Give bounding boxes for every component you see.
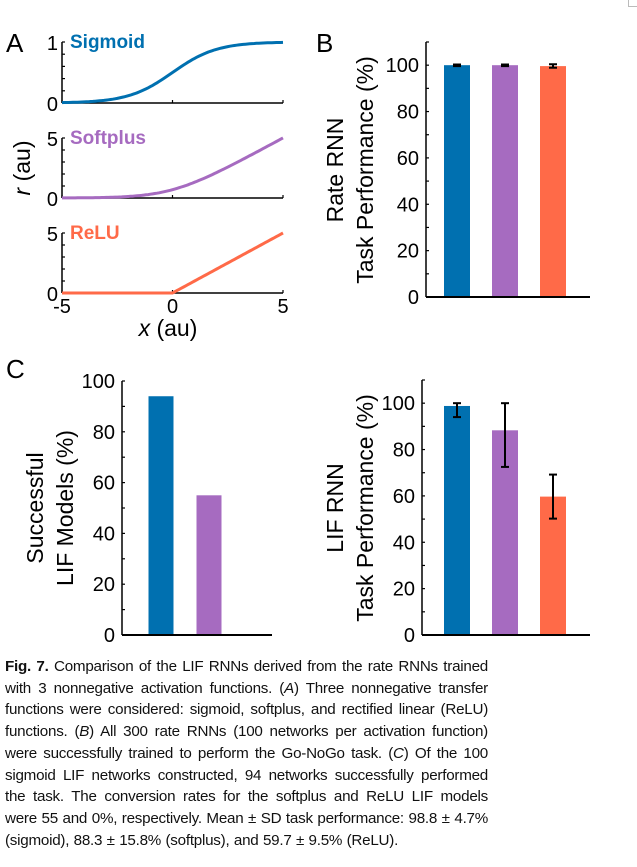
panel-b-rate-rnn-performance: 0 20 40 60 80 100 — [386, 41, 590, 309]
caption-ref-a: A — [284, 679, 294, 697]
series-label-sigmoid: Sigmoid — [70, 32, 145, 53]
caption-text: ) All 300 rate RNNs (100 networks per ac… — [5, 723, 488, 762]
panel-b-ylabel-line1: Rate RNN — [322, 118, 348, 223]
panel-a-ylabel: r (au) — [9, 141, 35, 196]
panel-c-left-ylabel-line1: Successful — [22, 452, 48, 563]
panel-a-xlabel: x (au) — [138, 315, 198, 341]
y-tick-label: 80 — [93, 422, 115, 444]
y-tick-label: 100 — [82, 371, 115, 393]
series-line-softplus — [62, 136, 284, 200]
bar-sigmoid — [444, 405, 470, 635]
y-tick-label: 20 — [93, 574, 115, 596]
y-tick-label: 20 — [397, 241, 419, 263]
series-label-relu: ReLU — [70, 223, 120, 244]
series-line-sigmoid — [61, 40, 284, 105]
caption-ref-b: B — [79, 723, 90, 741]
y-tick-label: 0 — [404, 625, 415, 647]
panel-label-a: A — [6, 28, 24, 58]
panel-c-right-ylabel-line2: Task Performance (%) — [352, 394, 378, 622]
y-tick-label: 100 — [382, 393, 415, 415]
y-tick-label: 1 — [47, 33, 58, 55]
panel-c-right-ylabel-line1: LIF RNN — [322, 463, 348, 552]
panel-label-c: C — [6, 354, 25, 384]
y-tick-label: 5 — [47, 129, 58, 151]
panel-c-left-ylabel-line2: LIF Models (%) — [52, 430, 78, 586]
y-tick-label: 60 — [393, 486, 415, 508]
panel-c-successful-lif-models: 0 20 40 60 80 100 — [82, 371, 272, 647]
bar-softplus — [196, 495, 222, 635]
panel-b-ylabel-line2: Task Performance (%) — [352, 56, 378, 284]
caption-text: ) Three nonnegative transfer functions w… — [5, 679, 488, 741]
y-tick-label: 40 — [93, 523, 115, 545]
y-tick-label: 100 — [386, 55, 419, 77]
y-tick-label: 0 — [47, 284, 58, 306]
y-tick-label: 0 — [47, 189, 58, 211]
bar-relu — [540, 66, 566, 297]
y-tick-label: 0 — [47, 94, 58, 116]
panel-c-lif-rnn-performance: 0 20 40 60 80 100 — [382, 379, 590, 647]
panel-label-b: B — [316, 28, 333, 58]
y-tick-label: 20 — [393, 579, 415, 601]
y-tick-label: 80 — [393, 440, 415, 462]
caption-ref-c: C — [393, 744, 404, 762]
x-tick-label: 5 — [277, 296, 288, 318]
y-tick-label: 60 — [397, 148, 419, 170]
caption-text: Comparison of the LIF RNNs derived from … — [5, 658, 488, 697]
y-tick-label: 0 — [104, 625, 115, 647]
x-tick-label: -5 — [53, 296, 71, 318]
bar-sigmoid — [444, 65, 470, 297]
series-label-softplus: Softplus — [70, 128, 146, 149]
series-line-relu — [62, 231, 284, 295]
y-tick-label: 60 — [93, 473, 115, 495]
x-tick-label: 0 — [167, 296, 178, 318]
y-tick-label: 40 — [393, 532, 415, 554]
caption-text: ) Of the 100 sigmoid LIF networks constr… — [5, 744, 489, 849]
figure-caption: Fig. 7. Comparison of the LIF RNNs deriv… — [5, 656, 488, 851]
y-tick-label: 80 — [397, 102, 419, 124]
bar-relu — [540, 496, 566, 635]
y-tick-label: 40 — [397, 194, 419, 216]
caption-label: Fig. 7. — [5, 658, 49, 675]
bar-sigmoid — [148, 396, 174, 635]
page-corner-mark — [628, 0, 637, 7]
bar-softplus — [492, 65, 518, 297]
y-tick-label: 5 — [47, 224, 58, 246]
y-tick-label: 0 — [408, 287, 419, 309]
